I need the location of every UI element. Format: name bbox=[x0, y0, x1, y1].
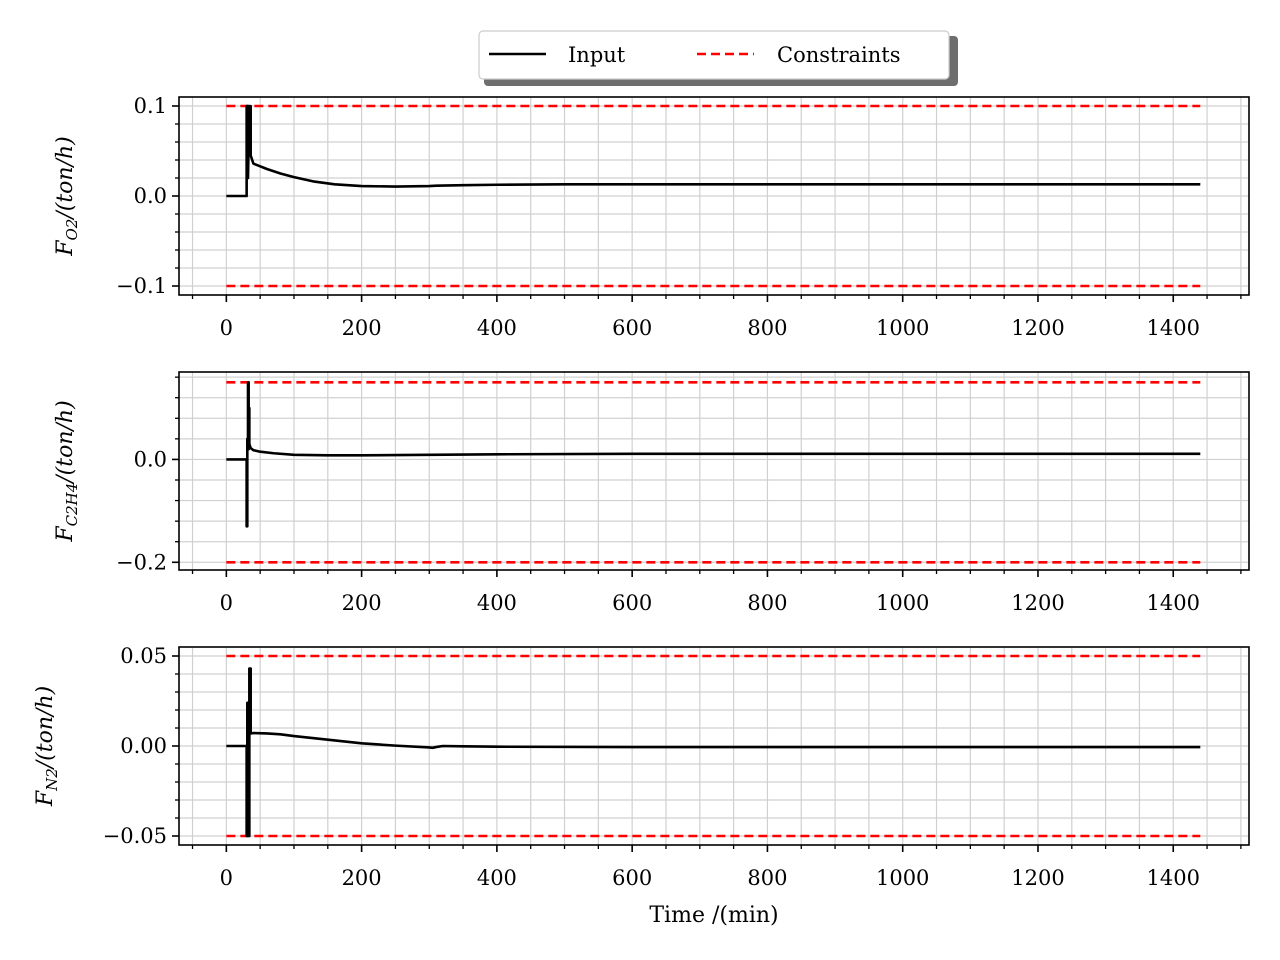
y-axis-title-units: /(ton/h) bbox=[53, 400, 78, 484]
x-tick-label: 1400 bbox=[1147, 866, 1200, 890]
x-tick-label: 200 bbox=[342, 591, 382, 615]
legend-constraints-label: Constraints bbox=[777, 43, 900, 67]
axes-frame bbox=[178, 371, 1250, 571]
y-axis-title: FO2/(ton/h) bbox=[53, 136, 81, 257]
x-tick-label: 1200 bbox=[1011, 591, 1064, 615]
y-axis-title-units: /(ton/h) bbox=[33, 686, 58, 770]
x-tick-label: 800 bbox=[747, 316, 787, 340]
x-tick-label: 1000 bbox=[876, 591, 929, 615]
y-tick-label: 0.05 bbox=[120, 644, 167, 668]
x-tick-label: 1400 bbox=[1147, 316, 1200, 340]
y-axis-title-subscript: O2 bbox=[63, 219, 81, 241]
y-tick-label: 0.1 bbox=[134, 94, 167, 118]
x-tick-label: 0 bbox=[220, 316, 233, 340]
y-tick-label: 0.0 bbox=[134, 184, 167, 208]
x-axis-title: Time /(min) bbox=[649, 903, 778, 928]
y-tick-label: −0.2 bbox=[116, 550, 167, 574]
x-tick-label: 800 bbox=[747, 591, 787, 615]
x-tick-label: 600 bbox=[612, 866, 652, 890]
y-axis-title: FC2H4/(ton/h) bbox=[53, 400, 81, 542]
x-tick-label: 0 bbox=[220, 866, 233, 890]
subplot-fo2: 0 200 400 600 800 1000 1200 1400 −0.1 0.0 0.1 FO2/(… bbox=[53, 94, 1250, 340]
x-tick-label: 200 bbox=[342, 866, 382, 890]
y-axis-title-subscript: N2 bbox=[43, 768, 61, 792]
x-tick-label: 600 bbox=[612, 316, 652, 340]
x-tick-label: 1000 bbox=[876, 866, 929, 890]
x-tick-label: 0 bbox=[220, 591, 233, 615]
y-axis-title-base: F bbox=[53, 526, 78, 543]
y-axis-title-subscript: C2H4 bbox=[63, 483, 81, 527]
y-axis-title-base: F bbox=[33, 790, 58, 807]
y-tick-label: −0.05 bbox=[103, 824, 167, 848]
y-tick-label: −0.1 bbox=[116, 274, 167, 298]
subplot-fn2: 0 200 400 600 800 1000 1200 1400 −0.05 0.00 0.05 FN… bbox=[33, 644, 1250, 890]
subplot-fc2h4: 0 200 400 600 800 1000 1200 1400 −0.2 0.0 FC2H4/(t… bbox=[53, 371, 1250, 615]
y-axis-title-base: F bbox=[53, 240, 78, 257]
x-tick-label: 400 bbox=[477, 591, 517, 615]
x-tick-label: 1400 bbox=[1147, 591, 1200, 615]
x-tick-label: 200 bbox=[342, 316, 382, 340]
y-axis-title: FN2/(ton/h) bbox=[33, 686, 61, 807]
y-tick-label: 0.00 bbox=[120, 734, 167, 758]
x-tick-label: 400 bbox=[477, 866, 517, 890]
y-axis-title-units: /(ton/h) bbox=[53, 136, 78, 220]
input-series-line bbox=[226, 104, 1201, 198]
input-series-line bbox=[226, 667, 1201, 838]
x-tick-label: 1200 bbox=[1011, 866, 1064, 890]
x-tick-label: 1000 bbox=[876, 316, 929, 340]
x-tick-label: 600 bbox=[612, 591, 652, 615]
legend-input-label: Input bbox=[568, 43, 626, 67]
x-tick-label: 800 bbox=[747, 866, 787, 890]
x-tick-label: 400 bbox=[477, 316, 517, 340]
input-series-line bbox=[226, 380, 1201, 528]
x-tick-label: 1200 bbox=[1011, 316, 1064, 340]
legend: Input Constraints bbox=[478, 30, 958, 86]
y-tick-label: 0.0 bbox=[134, 447, 167, 471]
